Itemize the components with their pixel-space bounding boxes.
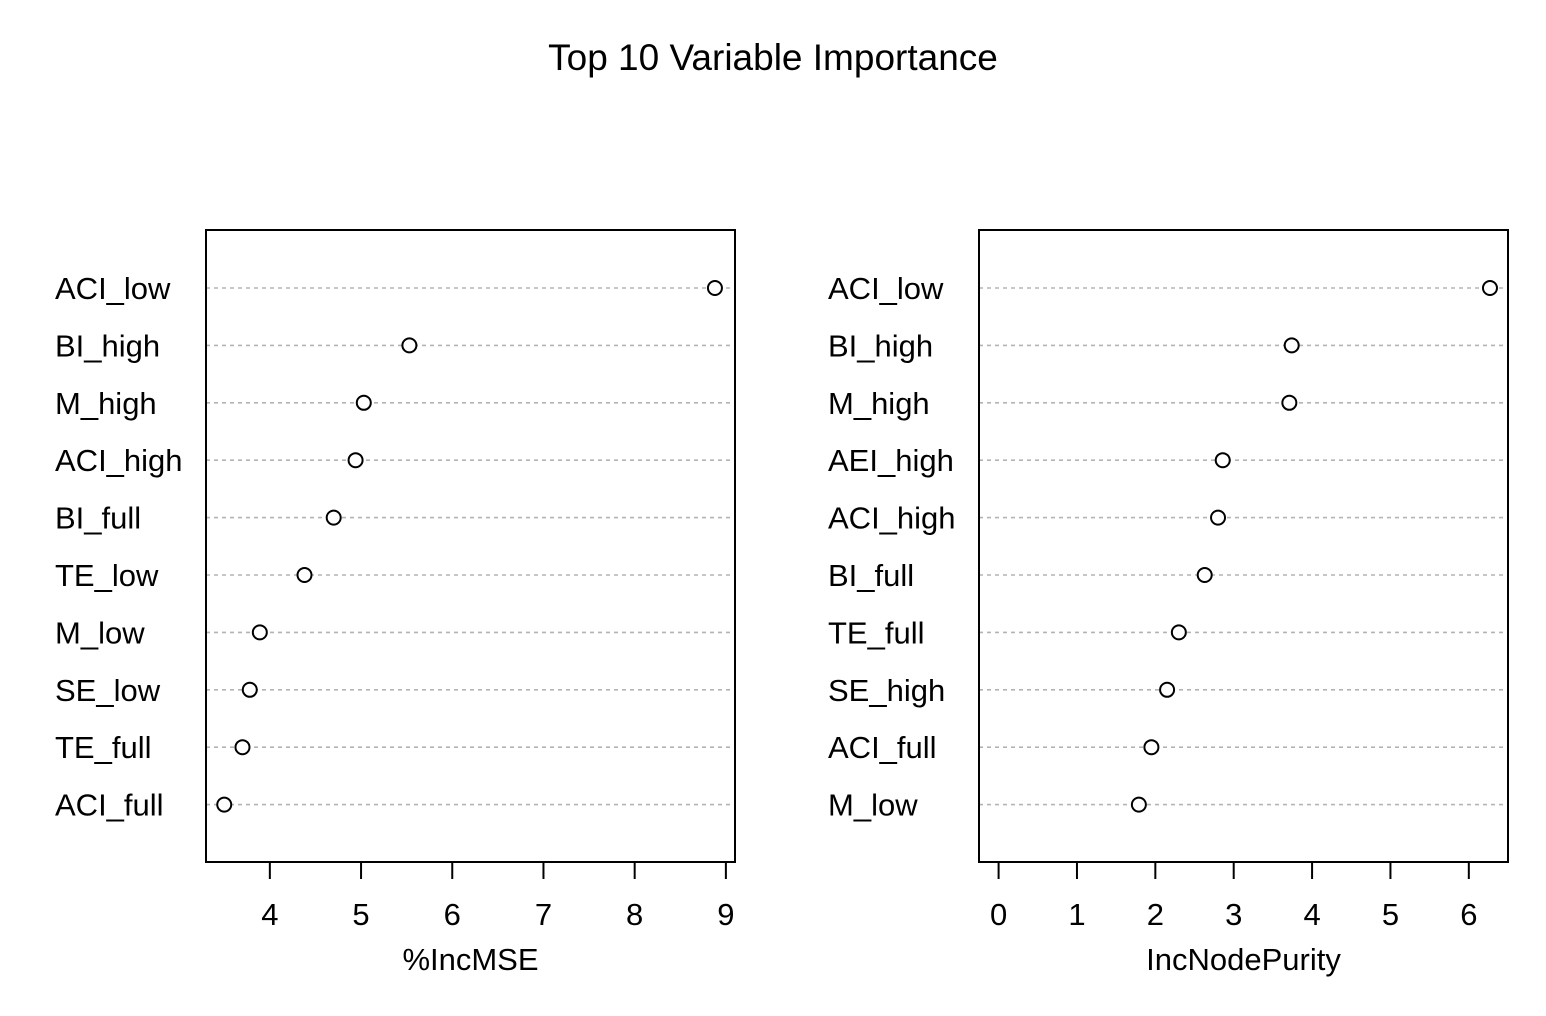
x-tick-label: 5	[352, 897, 369, 932]
x-tick-label: 5	[1382, 897, 1399, 932]
category-label: BI_high	[828, 328, 933, 363]
category-label: SE_high	[828, 673, 945, 708]
chart-title: Top 10 Variable Importance	[548, 37, 998, 78]
category-label: AEI_high	[828, 443, 954, 478]
data-point	[401, 337, 418, 354]
plot-frame	[205, 229, 736, 863]
category-label: ACI_low	[55, 271, 171, 306]
category-label: ACI_low	[828, 271, 944, 306]
data-point	[296, 567, 313, 583]
x-tick-label: 3	[1225, 897, 1242, 932]
data-point	[355, 394, 372, 411]
category-label: ACI_full	[55, 788, 164, 823]
x-axis-title: %IncMSE	[402, 942, 538, 977]
category-label: ACI_full	[828, 730, 937, 765]
data-point	[1283, 337, 1300, 354]
category-label: M_low	[55, 615, 145, 650]
category-label: TE_full	[55, 730, 151, 765]
data-point	[1130, 796, 1147, 813]
panel-incnodepurity: ACI_low BI_high M_high AEI_high ACI_high BI_f…	[828, 229, 1509, 977]
category-label: BI_high	[55, 328, 160, 363]
category-label: ACI_high	[55, 443, 183, 478]
data-point	[706, 280, 723, 296]
data-point	[1214, 452, 1231, 469]
x-axis-title: IncNodePurity	[1146, 942, 1341, 977]
category-label: SE_low	[55, 673, 161, 708]
data-point	[234, 739, 251, 756]
category-label: BI_full	[828, 558, 914, 593]
category-label: TE_low	[55, 558, 159, 593]
x-tick-label: 6	[444, 897, 461, 932]
plot-frame	[978, 229, 1509, 863]
x-tick-label: 9	[717, 897, 734, 932]
category-label: TE_full	[828, 615, 924, 650]
category-label: ACI_high	[828, 501, 956, 536]
data-point	[325, 509, 342, 526]
x-tick-label: 1	[1068, 897, 1085, 932]
data-point	[241, 681, 258, 698]
data-point	[216, 796, 233, 813]
x-tick-label: 8	[626, 897, 643, 932]
data-point	[1143, 739, 1160, 756]
x-tick-label: 4	[261, 897, 278, 932]
data-point	[1159, 681, 1176, 698]
category-label: M_high	[55, 386, 157, 421]
data-point	[1210, 509, 1227, 526]
data-point	[1170, 624, 1187, 641]
category-label: M_low	[828, 788, 918, 823]
data-point	[251, 624, 268, 641]
x-tick-label: 7	[535, 897, 552, 932]
data-point	[347, 452, 364, 469]
data-point	[1281, 394, 1298, 411]
x-tick-label: 0	[990, 897, 1007, 932]
x-tick-label: 6	[1460, 897, 1477, 932]
x-tick-label: 4	[1303, 897, 1320, 932]
category-label: BI_full	[55, 501, 141, 536]
data-point	[1481, 280, 1498, 296]
data-point	[1196, 567, 1213, 583]
category-label: M_high	[828, 386, 930, 421]
x-tick-label: 2	[1147, 897, 1164, 932]
panel-incmse: ACI_low BI_high M_high ACI_high BI_full TE_lo…	[55, 229, 736, 977]
